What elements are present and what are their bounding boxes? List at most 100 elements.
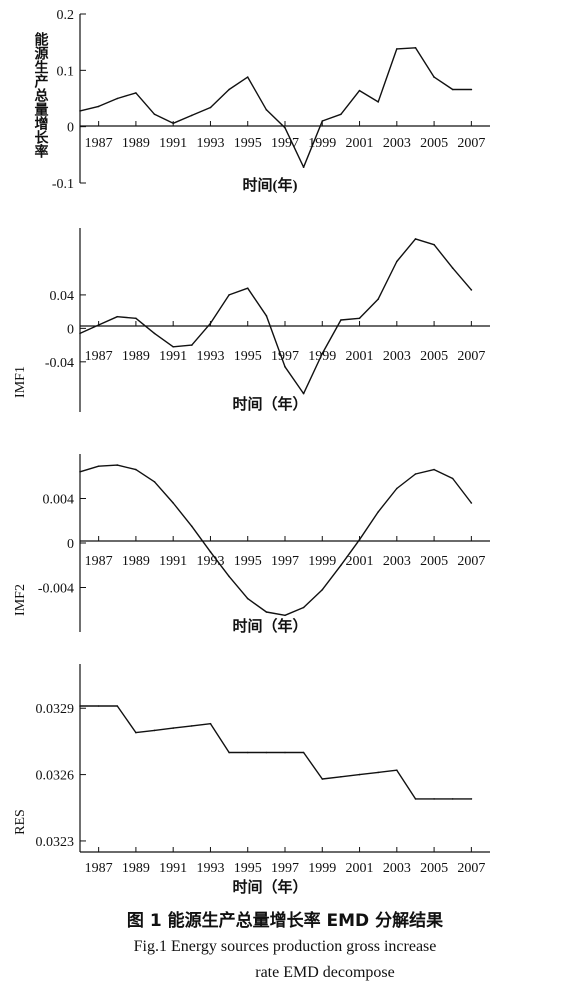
figure-caption-english-line1: Fig.1 Energy sources production gross in… xyxy=(133,938,437,955)
data-point xyxy=(340,776,342,778)
x-tick-label: 2001 xyxy=(346,554,374,569)
data-point xyxy=(228,751,230,754)
figure: 0.2 0.1 0 -0.1 1987 1989 1991 1993 1995 1997 1999 2… xyxy=(13,8,490,896)
y-tick-label: -0.1 xyxy=(52,177,74,192)
x-tick-label: 2007 xyxy=(457,349,485,364)
x-tick-label: 1997 xyxy=(271,554,299,569)
x-tick-label: 1991 xyxy=(159,861,187,876)
x-tick-label: 2001 xyxy=(346,861,374,876)
data-point xyxy=(358,538,361,541)
data-point xyxy=(321,120,324,122)
x-axis-label: 时间（年） xyxy=(232,878,307,896)
data-point xyxy=(228,294,230,296)
data-point xyxy=(340,319,342,321)
data-point xyxy=(79,332,81,335)
figure-caption-chinese: 图 1 能源生产总量增长率 EMD 分解结果 xyxy=(126,911,444,931)
data-point xyxy=(116,315,119,318)
data-point xyxy=(265,315,268,317)
data-point xyxy=(116,464,119,466)
data-point xyxy=(191,114,193,117)
x-tick-label: 2003 xyxy=(383,349,411,364)
y-tick-label: -0.004 xyxy=(38,582,74,597)
data-point xyxy=(451,88,454,91)
x-tick-label: 2005 xyxy=(420,349,448,364)
x-tick-label: 1997 xyxy=(271,136,299,151)
x-tick-label: 1993 xyxy=(196,136,224,151)
data-point xyxy=(79,471,81,473)
chart-panel-2: 0.04 0 -0.04 1987 1989 1991 1993 1995 1997 1999 20… xyxy=(13,228,490,413)
x-axis-label: 时间(年) xyxy=(243,176,298,194)
x-tick-label: 2003 xyxy=(383,554,411,569)
data-point xyxy=(377,298,380,300)
data-point xyxy=(228,88,230,91)
data-point xyxy=(433,798,435,800)
y-tick-label: 0 xyxy=(67,121,74,136)
data-point xyxy=(451,267,454,269)
series-line xyxy=(79,464,472,616)
series-line xyxy=(79,238,472,395)
data-point xyxy=(340,564,342,567)
y-tick-label: 0.2 xyxy=(57,8,75,23)
chart-panel-3: 0.004 0 -0.004 1987 1989 1991 1993 1995 1997 1999… xyxy=(13,454,490,635)
data-point xyxy=(284,366,286,368)
data-point xyxy=(414,238,417,240)
data-point xyxy=(358,317,361,320)
data-point xyxy=(246,76,249,78)
data-point xyxy=(396,487,398,490)
data-point xyxy=(302,392,305,395)
y-tick-label: 0.0329 xyxy=(36,702,75,717)
data-point xyxy=(451,798,454,800)
x-tick-label: 2007 xyxy=(457,861,485,876)
data-point xyxy=(191,525,193,528)
data-point xyxy=(135,317,137,320)
data-point xyxy=(321,588,324,591)
data-point xyxy=(191,725,193,727)
x-tick-label: 2001 xyxy=(346,349,374,364)
data-point xyxy=(153,481,156,483)
data-point xyxy=(377,101,380,103)
x-tick-label: 1999 xyxy=(308,554,336,569)
data-point xyxy=(79,110,81,112)
data-point xyxy=(414,47,417,49)
data-point xyxy=(302,606,305,609)
x-tick-label: 1999 xyxy=(308,861,336,876)
data-point xyxy=(414,798,417,800)
data-point xyxy=(209,322,212,325)
x-tick-label: 1995 xyxy=(234,136,262,151)
x-tick-label: 1991 xyxy=(159,136,187,151)
data-point xyxy=(470,798,473,800)
data-point xyxy=(321,778,324,780)
y-tick-label: -0.04 xyxy=(45,356,74,371)
y-tick-label: 0.0323 xyxy=(36,835,75,850)
y-axis-label: IMF1 xyxy=(13,366,28,398)
data-point xyxy=(414,473,417,475)
data-point xyxy=(172,122,174,125)
series-line xyxy=(80,705,472,800)
data-point xyxy=(302,751,305,754)
x-tick-label: 2007 xyxy=(457,554,485,569)
y-tick-label: 0.1 xyxy=(57,64,75,79)
data-point xyxy=(451,477,454,480)
data-point xyxy=(358,773,361,776)
x-tick-label: 1995 xyxy=(234,349,262,364)
data-point xyxy=(358,89,361,92)
data-point xyxy=(284,751,286,754)
data-point xyxy=(246,597,249,600)
x-tick-label: 1991 xyxy=(159,554,187,569)
data-point xyxy=(97,324,100,326)
data-point xyxy=(209,551,212,553)
data-point xyxy=(284,127,286,129)
x-tick-label: 2003 xyxy=(383,861,411,876)
x-tick-label: 1997 xyxy=(271,349,299,364)
x-tick-label: 1987 xyxy=(85,349,113,364)
data-point xyxy=(377,771,380,774)
data-point xyxy=(433,76,435,78)
data-point xyxy=(302,166,305,168)
data-point xyxy=(246,751,249,754)
data-point xyxy=(377,511,380,513)
data-point xyxy=(265,751,268,754)
x-tick-label: 1989 xyxy=(122,136,150,151)
data-point xyxy=(265,109,268,111)
data-point xyxy=(433,243,435,246)
